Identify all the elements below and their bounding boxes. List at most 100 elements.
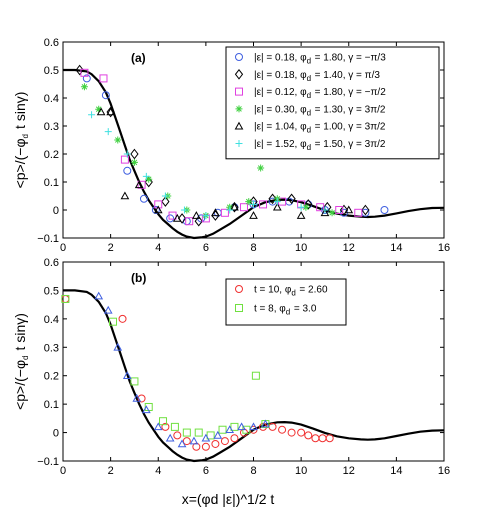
- panel-label: (a): [131, 51, 146, 65]
- data-point: [120, 155, 129, 164]
- data-point: [249, 422, 258, 431]
- data-point: [230, 202, 239, 211]
- data-point: [130, 148, 139, 160]
- theory-curve: [63, 289, 445, 463]
- data-point: [182, 428, 191, 437]
- data-point: [251, 371, 260, 380]
- data-point: [297, 428, 306, 437]
- y-tick-label: 0: [53, 428, 59, 440]
- data-point: [316, 203, 325, 212]
- series-4: [96, 107, 354, 222]
- data-point: [239, 203, 248, 212]
- y-tick-label: −0.1: [37, 233, 59, 245]
- legend-label: |ε| = 1.04, φd = 1.00, γ = 3π/2: [254, 122, 386, 135]
- data-point: [99, 74, 108, 83]
- data-point: [245, 198, 253, 206]
- legend-marker: [235, 87, 243, 96]
- data-point: [287, 193, 296, 205]
- data-point: [339, 204, 349, 216]
- data-point: [202, 212, 210, 220]
- legend-marker: [235, 105, 243, 113]
- data-point: [304, 431, 313, 440]
- data-point: [139, 194, 148, 203]
- data-point: [137, 394, 146, 403]
- data-point: [302, 203, 310, 211]
- y-tick-label: 0.5: [44, 285, 59, 297]
- data-point: [137, 180, 146, 189]
- x-tick-label: 4: [155, 465, 161, 477]
- data-point: [278, 425, 287, 434]
- data-point: [120, 191, 130, 200]
- x-tick-label: 16: [438, 242, 450, 254]
- y-tick-label: 0.3: [44, 121, 59, 133]
- data-point: [182, 217, 191, 226]
- data-point: [201, 442, 210, 451]
- y-tick-label: 0.2: [44, 371, 59, 383]
- x-tick-label: 0: [60, 465, 66, 477]
- data-point: [82, 74, 91, 83]
- data-point: [153, 205, 163, 214]
- data-point: [311, 434, 320, 443]
- data-point: [206, 431, 215, 440]
- y-axis-label: <p>/(−φd t sinγ): [12, 92, 30, 189]
- legend: t = 10, φd = 2.60 t = 8, φd = 3.0: [225, 278, 347, 326]
- data-point: [103, 305, 113, 314]
- data-point: [123, 166, 132, 175]
- y-tick-label: −0.1: [37, 456, 59, 468]
- data-point: [257, 164, 265, 172]
- x-tick-label: 8: [250, 465, 256, 477]
- data-point: [106, 107, 115, 116]
- data-point: [145, 175, 153, 183]
- series-2: [94, 291, 270, 448]
- data-point: [144, 176, 153, 188]
- data-point: [114, 136, 122, 144]
- data-point: [94, 291, 104, 300]
- legend-marker: [235, 285, 243, 293]
- data-point: [297, 203, 305, 211]
- legend: |ε| = 0.18, φd = 1.80, γ = −π/3 |ε| = 0.1…: [225, 46, 440, 160]
- data-point: [172, 213, 182, 222]
- data-point: [201, 433, 211, 442]
- data-point: [230, 434, 239, 443]
- x-tick-label: 16: [438, 465, 450, 477]
- data-point: [180, 206, 188, 214]
- data-point: [361, 204, 370, 216]
- data-point: [141, 405, 151, 414]
- x-axis-label: x=(φd |ε|)^1/2 t: [182, 491, 275, 507]
- data-point: [173, 431, 182, 440]
- data-point: [118, 314, 127, 323]
- y-tick-label: 0.2: [44, 149, 59, 161]
- data-point: [194, 215, 203, 227]
- legend-label: |ε| = 0.30, φd = 1.30, γ = 3π/2: [254, 104, 386, 117]
- data-point: [80, 68, 89, 77]
- data-point: [166, 214, 175, 223]
- data-point: [177, 439, 187, 448]
- y-tick-label: 0.6: [44, 257, 59, 269]
- data-point: [165, 433, 175, 442]
- data-point: [61, 294, 70, 303]
- data-point: [109, 317, 118, 326]
- legend-box: [225, 46, 440, 160]
- data-point: [177, 213, 187, 224]
- data-point: [122, 371, 132, 380]
- y-tick-label: 0.1: [44, 399, 59, 411]
- legend-box: [225, 278, 347, 326]
- data-point: [249, 211, 258, 219]
- data-point: [321, 206, 329, 214]
- x-tick-label: 14: [390, 465, 402, 477]
- data-point: [95, 105, 103, 113]
- legend-label: t = 10, φd = 2.60: [254, 285, 328, 298]
- data-point: [130, 158, 138, 166]
- data-point: [185, 217, 194, 226]
- data-point: [268, 193, 277, 205]
- data-point: [80, 83, 88, 91]
- y-tick-label: 0.4: [44, 314, 59, 326]
- data-point: [226, 206, 234, 214]
- data-point: [182, 437, 191, 446]
- legend-marker: [235, 140, 243, 147]
- data-point: [268, 422, 277, 431]
- data-point: [96, 107, 106, 116]
- data-point: [192, 211, 201, 219]
- data-point: [239, 428, 248, 437]
- data-point: [189, 436, 199, 445]
